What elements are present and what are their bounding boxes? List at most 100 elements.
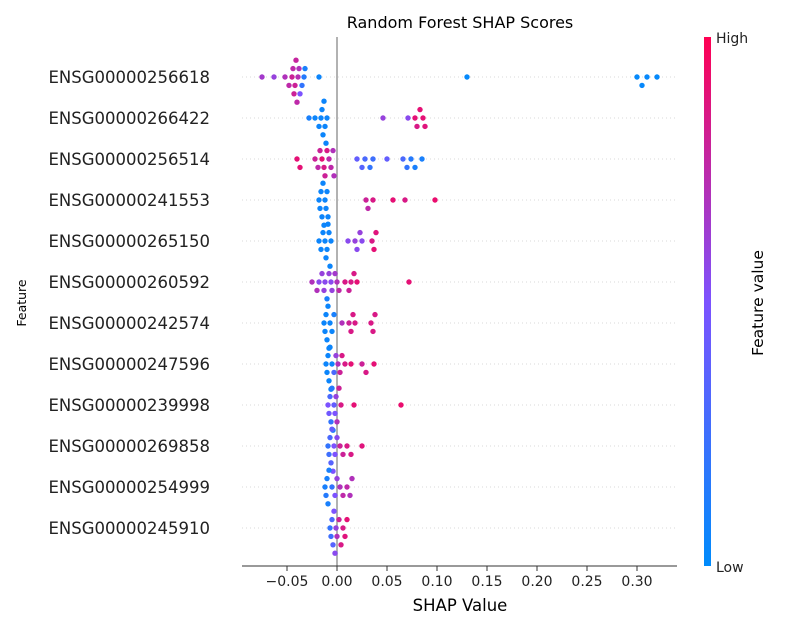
shap-point: [332, 550, 338, 556]
x-axis-label: SHAP Value: [413, 596, 508, 615]
shap-point: [302, 65, 308, 72]
colorbar-title: Feature value: [749, 250, 767, 356]
shap-point: [400, 156, 406, 162]
shap-point: [359, 238, 365, 244]
shap-point: [331, 311, 337, 318]
shap-point: [327, 525, 333, 531]
shap-point: [331, 443, 337, 449]
shap-point: [325, 352, 331, 359]
feature-label: ENSG00000239998: [48, 396, 210, 415]
shap-point: [414, 123, 420, 130]
shap-point: [346, 320, 352, 326]
shap-point: [319, 214, 325, 220]
shap-point: [323, 255, 329, 261]
shap-point: [347, 492, 353, 499]
feature-labels: ENSG00000256618 ENSG00000266422 ENSG000002…: [48, 68, 210, 538]
shap-point: [327, 263, 333, 269]
shap-point: [323, 140, 329, 146]
feature-label: ENSG00000241553: [48, 191, 210, 210]
shap-point: [329, 516, 335, 523]
feature-label: ENSG00000265150: [48, 232, 210, 251]
shap-point: [319, 106, 325, 113]
shap-point: [339, 320, 345, 326]
shap-point: [344, 443, 350, 449]
shap-point: [328, 419, 334, 425]
shap-point: [340, 525, 346, 531]
shap-point: [315, 164, 321, 171]
shap-point: [336, 385, 342, 391]
shap-point: [359, 164, 365, 171]
shap-point: [373, 229, 379, 236]
shap-point: [380, 115, 386, 121]
shap-point: [348, 279, 354, 285]
shap-point: [316, 279, 322, 285]
shap-point: [336, 516, 342, 523]
shap-point: [259, 74, 265, 80]
shap-point: [354, 279, 360, 285]
shap-point: [348, 328, 354, 335]
shap-point: [371, 246, 377, 253]
shap-point: [390, 197, 396, 203]
shap-point: [322, 197, 328, 203]
shap-point: [326, 410, 332, 417]
shap-point: [294, 156, 300, 162]
feature-label: ENSG00000254999: [48, 478, 210, 497]
shap-point: [362, 156, 368, 162]
shap-point: [329, 287, 335, 294]
chart-title: Random Forest SHAP Scores: [347, 13, 574, 32]
shap-point: [299, 82, 305, 89]
x-tick-label: 0.05: [371, 574, 402, 590]
feature-label: ENSG00000269858: [48, 437, 210, 456]
shap-point: [321, 164, 327, 171]
feature-label: ENSG00000256514: [48, 150, 210, 169]
shap-point: [365, 205, 371, 212]
shap-point: [327, 344, 333, 350]
shap-point: [357, 229, 363, 236]
x-tick-label: 0.20: [521, 574, 552, 590]
shap-point: [359, 361, 365, 367]
shap-point: [359, 443, 365, 449]
shap-point: [363, 197, 369, 203]
shap-point: [332, 410, 338, 417]
shap-point: [320, 229, 326, 236]
shap-point: [325, 214, 331, 220]
shap-point: [405, 115, 411, 121]
shap-point: [321, 287, 327, 294]
shap-point: [336, 287, 342, 294]
shap-point: [370, 197, 376, 203]
shap-point: [326, 451, 332, 458]
shap-point: [333, 393, 339, 400]
shap-point: [324, 147, 330, 154]
shap-point: [634, 74, 640, 80]
shap-point: [323, 205, 329, 212]
shap-point: [326, 378, 332, 384]
shap-point: [296, 65, 302, 72]
shap-point: [644, 74, 650, 80]
feature-label: ENSG00000260592: [48, 273, 210, 292]
shap-point: [350, 311, 356, 318]
shap-point: [412, 115, 418, 121]
colorbar-high-label: High: [716, 31, 748, 47]
shap-point: [327, 393, 333, 400]
shap-point: [312, 115, 318, 121]
shap-point: [324, 188, 330, 195]
shap-point: [325, 221, 331, 227]
shap-point: [334, 419, 340, 425]
shap-point: [352, 320, 358, 326]
x-tick-label: −0.05: [266, 574, 309, 590]
feature-label: ENSG00000245910: [48, 519, 210, 538]
shap-point: [367, 164, 373, 171]
shap-point: [371, 361, 377, 367]
shap-point: [323, 492, 329, 499]
shap-point: [317, 205, 323, 212]
shap-point: [322, 279, 328, 285]
shap-point: [320, 132, 326, 138]
shap-point: [404, 164, 410, 171]
shap-point: [422, 123, 428, 130]
shap-point: [324, 246, 330, 253]
x-tick-label: 0.15: [471, 574, 502, 590]
shap-points: [259, 57, 660, 556]
shap-point: [328, 533, 334, 540]
shap-point: [329, 484, 335, 490]
